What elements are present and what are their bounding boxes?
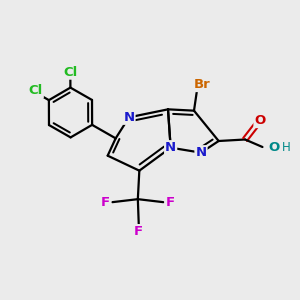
Text: F: F <box>134 225 143 238</box>
Text: H: H <box>282 141 291 154</box>
Text: N: N <box>195 146 207 159</box>
Text: N: N <box>123 111 135 124</box>
Text: Cl: Cl <box>63 66 77 79</box>
Text: F: F <box>101 196 110 209</box>
Text: Br: Br <box>194 78 211 91</box>
Text: O: O <box>269 141 280 154</box>
Text: N: N <box>165 141 176 154</box>
Text: F: F <box>165 196 175 209</box>
Text: Cl: Cl <box>28 85 43 98</box>
Text: O: O <box>254 114 266 127</box>
